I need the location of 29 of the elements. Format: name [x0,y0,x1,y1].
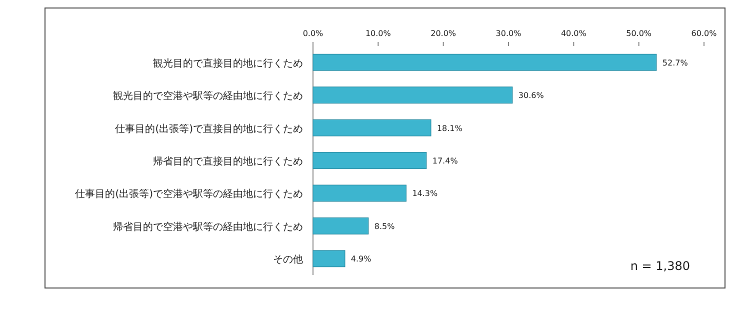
x-tick-label: 0.0% [302,29,324,38]
y-tick-label: 仕事目的(出張等)で空港や駅等の経由地に行くため [75,188,303,200]
x-tick-label: 50.0% [626,29,652,38]
x-tick-label: 40.0% [560,29,587,38]
y-tick-label: その他 [273,254,303,266]
data-label: 52.7% [662,58,688,68]
x-tick-label: 10.0% [365,29,392,38]
bar [312,86,513,104]
data-label: 18.1% [436,124,463,133]
data-label: 8.5% [374,222,396,231]
y-tick-label: 観光目的で空港や駅等の経由地に行くため [113,90,303,102]
x-tick-label: 60.0% [691,29,718,38]
data-label: 4.9% [350,254,372,264]
bar [312,54,657,71]
bar [312,184,406,202]
y-tick-label: 帰省目的で空港や駅等の経由地に行くため [113,220,303,233]
bar [312,217,369,234]
y-tick-label: 観光目的で直接目的地に行くため [153,57,303,70]
bar [312,250,346,268]
x-tick-label: 20.0% [430,29,456,38]
x-tick-label: 30.0% [496,29,522,38]
data-label: 17.4% [432,156,458,166]
data-label: 30.6% [518,91,544,100]
annotation: n = 1,380 [630,259,690,273]
y-tick-label: 仕事目的(出張等)で直接目的地に行くため [115,122,303,135]
data-label: 14.3% [412,189,438,198]
y-tick-label: 帰省目的で直接目的地に行くため [153,156,303,168]
bar [312,152,427,169]
bar [312,119,432,136]
